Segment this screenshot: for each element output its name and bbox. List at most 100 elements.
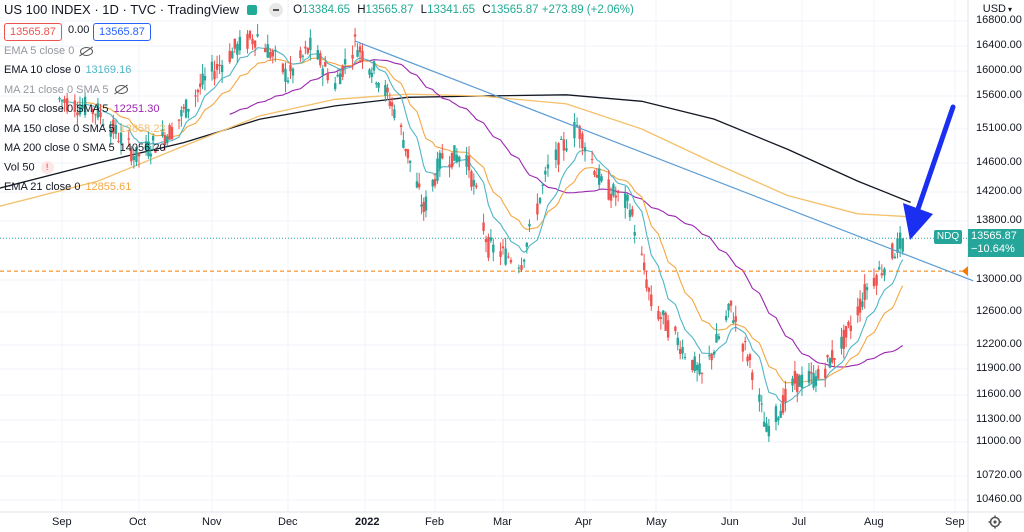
candle-body bbox=[784, 388, 787, 402]
symbol-title[interactable]: US 100 INDEX · 1D · TVC · TradingView bbox=[4, 2, 240, 17]
candle-body bbox=[377, 83, 380, 88]
candle-body bbox=[351, 54, 354, 59]
candle-body bbox=[612, 184, 615, 196]
candle-body bbox=[388, 101, 392, 107]
legend-row[interactable]: Vol 50! bbox=[4, 161, 54, 175]
legend-row[interactable]: EMA 21 close 0 12855.61 bbox=[4, 181, 131, 193]
candle-body bbox=[448, 164, 451, 168]
time-tick-label: Nov bbox=[202, 516, 222, 528]
candle-body bbox=[814, 376, 818, 387]
candle-body bbox=[727, 303, 730, 311]
candle-body bbox=[575, 124, 579, 127]
legend-label: EMA 10 close 0 bbox=[4, 64, 81, 77]
legend-label: MA 200 close 0 SMA 5 bbox=[4, 142, 115, 154]
candle-body bbox=[810, 372, 813, 374]
price-tick-label: 15100.00 bbox=[976, 122, 1022, 134]
candle-body bbox=[774, 406, 778, 423]
candle-body bbox=[520, 265, 523, 271]
candle-body bbox=[415, 181, 419, 188]
buy-price-button[interactable]: 13565.87 bbox=[93, 23, 151, 41]
candle-body bbox=[573, 122, 576, 139]
candle-body bbox=[659, 317, 663, 319]
ema10-line bbox=[66, 47, 904, 404]
annotation-arrow-head bbox=[903, 203, 933, 240]
candle-body bbox=[453, 145, 456, 161]
candle-body bbox=[135, 146, 138, 163]
candle-body bbox=[676, 337, 679, 346]
time-tick-label: Jul bbox=[792, 516, 807, 528]
candle-body bbox=[683, 356, 687, 358]
candle-body bbox=[213, 71, 216, 80]
time-tick-label: Dec bbox=[278, 516, 298, 528]
currency-selector[interactable]: USD bbox=[983, 3, 1012, 15]
chart-header: US 100 INDEX · 1D · TVC · TradingView O1… bbox=[4, 2, 638, 17]
candle-body bbox=[218, 64, 221, 66]
candle-body bbox=[127, 138, 130, 140]
candle-body bbox=[99, 112, 102, 117]
ma150-line bbox=[0, 93, 911, 218]
candle-body bbox=[681, 346, 684, 354]
candle-body bbox=[465, 154, 468, 167]
candle-body bbox=[865, 287, 869, 291]
legend-value: 14056.20 bbox=[119, 142, 166, 154]
legend-row[interactable]: EMA 5 close 0 bbox=[4, 45, 94, 57]
candle-body bbox=[73, 100, 77, 113]
candle-body bbox=[78, 107, 82, 115]
candle-body bbox=[607, 179, 610, 200]
gear-icon[interactable] bbox=[988, 515, 1002, 529]
collapse-icon[interactable] bbox=[269, 2, 284, 17]
price-tick-label: 16000.00 bbox=[976, 64, 1022, 76]
candle-body bbox=[341, 65, 344, 77]
candle-body bbox=[358, 46, 362, 53]
candle-body bbox=[593, 171, 596, 175]
candle-body bbox=[872, 277, 876, 287]
candle-body bbox=[708, 355, 711, 357]
warning-icon[interactable]: ! bbox=[40, 161, 54, 175]
sell-price-button[interactable]: 13565.87 bbox=[4, 23, 62, 41]
candle-body bbox=[321, 68, 324, 76]
price-tick-label: 11600.00 bbox=[976, 388, 1022, 400]
candle-body bbox=[600, 176, 603, 182]
candle-body bbox=[861, 301, 864, 307]
candle-body bbox=[631, 208, 634, 216]
price-tick-label: 12200.00 bbox=[976, 338, 1022, 350]
candle-body bbox=[210, 61, 214, 72]
time-tick-label: 2022 bbox=[355, 516, 380, 528]
candle-body bbox=[309, 37, 312, 51]
candle-body bbox=[746, 356, 749, 362]
time-tick-label: Feb bbox=[425, 516, 444, 528]
annotation-arrow-shaft bbox=[914, 104, 956, 215]
candle-body bbox=[375, 82, 378, 85]
candle-body bbox=[883, 268, 886, 276]
candle-body bbox=[248, 31, 252, 39]
price-tick-label: 10460.00 bbox=[976, 493, 1022, 505]
candle-body bbox=[438, 152, 442, 169]
candle-body bbox=[386, 87, 389, 93]
candle-body bbox=[402, 139, 405, 148]
price-tick-label: 11300.00 bbox=[976, 413, 1022, 425]
candle-body bbox=[896, 238, 899, 253]
legend-row[interactable]: EMA 10 close 0 13169.16 bbox=[4, 64, 131, 76]
legend-row[interactable]: MA 200 close 0 SMA 5 14056.20 bbox=[4, 142, 166, 154]
candle-body bbox=[849, 325, 852, 332]
candle-body bbox=[758, 394, 761, 402]
legend-row[interactable]: MA 150 close 0 SMA 5 13858.23 bbox=[4, 123, 166, 135]
candle-body bbox=[657, 310, 660, 320]
candle-body bbox=[546, 164, 550, 169]
eye-crossed-icon[interactable] bbox=[114, 85, 128, 95]
candle-body bbox=[840, 336, 843, 349]
eye-crossed-icon[interactable] bbox=[80, 46, 94, 56]
legend-row[interactable]: MA 21 close 0 SMA 5 bbox=[4, 84, 128, 96]
candle-body bbox=[528, 223, 531, 227]
candle-body bbox=[710, 353, 713, 361]
candle-body bbox=[765, 423, 768, 432]
candle-body bbox=[284, 68, 287, 82]
candle-body bbox=[441, 153, 444, 159]
candle-body bbox=[417, 183, 421, 188]
legend-row[interactable]: MA 50 close 0 SMA 5 12251.30 bbox=[4, 103, 159, 115]
candle-body bbox=[717, 336, 721, 339]
candle-body bbox=[492, 244, 495, 253]
candle-body bbox=[406, 149, 410, 159]
candle-body bbox=[431, 179, 434, 187]
